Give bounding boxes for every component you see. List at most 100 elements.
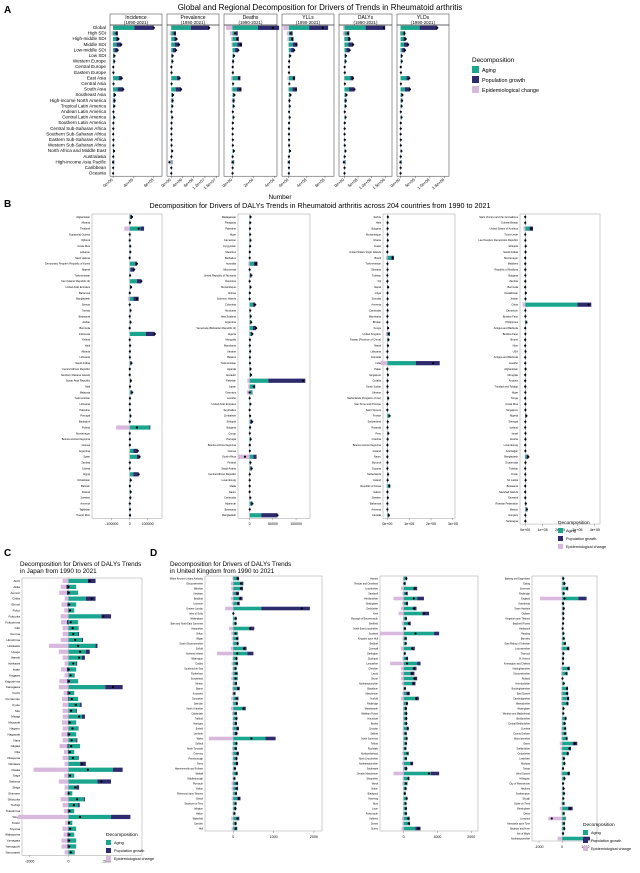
panel-a-total-dot [400,111,402,113]
panel-b-col1-bar-aging [130,425,150,429]
panel-b-col1-row-label: Saint Helena [75,256,90,260]
panel-d-col2-row-label: Darlington [367,652,379,655]
panel-a-region-label: Eastern Sub-Saharan Africa [49,137,106,142]
panel-d-col2-total-dot [411,672,413,674]
panel-d-col1-bar-epidemiological [217,652,233,656]
panel-c-row-label: Hokkaido [7,644,20,648]
panel-d-col3-bar-aging [562,697,567,701]
panel-d-col1-total-dot [235,672,237,674]
panel-d-col1-bar-epidemiological [232,682,233,686]
panel-b-col3-tick-label: 0e+00 [382,522,392,526]
panel-d-col2-total-dot [405,707,407,709]
panel-c-row-label: Saga [13,774,20,778]
panel-a-total-dot [114,94,116,96]
panel-d-col3-total-dot [565,672,567,674]
panel-d-col2-bar-aging [404,702,406,706]
panel-d-col1-tick-label: 2000 [310,835,318,839]
panel-d-col3-total-dot [564,732,566,734]
panel-d-col3-row-label: England [521,597,530,600]
panel-a-region-label: Southeast Asia [75,92,106,97]
panel-d-col3-total-dot [563,592,565,594]
panel-a-facet-period: (1990-2021) [124,20,148,25]
panel-b-col1-row-label: Bahrain [81,484,90,488]
panel-b-col3-row-label: Haiti [376,221,382,225]
panel-d-col1-total-dot [235,827,237,829]
panel-a-total-dot [345,94,347,96]
panel-c-bar-epidemiological [63,656,69,660]
panel-b-col3-row-label: Mauritania [369,314,382,318]
panel-a-bar-aging [401,76,407,80]
panel-b-col2-row-label: United Arab Emirates [211,402,236,406]
panel-a-total-dot [344,72,346,74]
panel-d-col1-bar-epidemiological [232,762,233,766]
panel-d: Milton Keynes Unitary AuthorityGlouceste… [170,576,631,851]
panel-c-bar-population [96,644,98,648]
panel-b-col2-row-label: Congo [228,431,236,435]
panel-c-bar-epidemiological [59,679,67,683]
panel-a-bar-aging [113,87,118,91]
panel-d-col1-total-dot [236,752,238,754]
panel-b-col4-row-label: Philippines [505,320,518,324]
panel-a-tick-label: 4e+05 [122,177,134,189]
panel-b-col4-total-dot [525,292,527,294]
panel-a-total-dot [120,44,122,46]
panel-d-col3-row-label: Liverpool [520,817,530,820]
panel-d-col2-total-dot [406,662,408,664]
panel-d-col2-row-label: Luton [372,807,379,810]
panel-b-col2-row-label: Central African Republic [208,472,237,476]
panel-c-bar-epidemiological [63,632,69,636]
panel-c-total-dot [70,621,72,623]
panel-d-col1-row-label: North Yorkshire [187,707,204,710]
panel-b-col2-row-label: Pakistan [226,379,237,383]
panel-d-col2-bar-epidemiological [401,697,404,701]
panel-c-total-dot [87,769,89,771]
panel-b-col3-row-label: Libya [375,291,382,295]
panel-d-col1-total-dot [235,747,237,749]
panel-b-col4-row-label: Guinea-Bissau [501,221,519,225]
panel-b-col2-row-label: Venezuela (Bolivarian Republic of) [196,326,236,330]
panel-a-bar-aging [344,87,349,91]
panel-b-col1-row-label: Costa Rica [77,244,90,248]
panel-d-col2-total-dot [404,747,406,749]
panel-b-col4-total-dot [524,356,526,358]
panel-d-col1-total-dot [233,812,235,814]
panel-a-total-dot [288,133,290,135]
panel-d-col1-bar-epidemiological [232,637,234,641]
panel-b-col2-total-dot [249,251,251,253]
panel-d-col1-row-label: Merton [196,682,204,685]
panel-b-legend-swatch-aging [558,528,563,533]
panel-c-bar-population [67,620,69,624]
panel-b-col4-row-label: Antigua and Barbuda [494,355,519,359]
panel-d-col1-row-label: Brent [197,762,203,765]
panel-b-col4-row-label: Costa Rica [505,402,518,406]
panel-b-col4-row-label: Iceland [510,425,519,429]
panel-a-total-dot [345,100,347,102]
panel-a-total-dot [291,38,293,40]
panel-b-col2-bar-aging [250,326,253,330]
panel-b-col4-row-label: Maldives [508,262,519,266]
panel-b-col4-row-label: Lao People's Democratic Republic [478,238,518,242]
panel-b-col3-total-dot [387,216,389,218]
panel-letter-d: D [150,548,157,559]
panel-d-col2-total-dot [406,602,408,604]
panel-d-col1-bar-aging [233,597,239,601]
panel-d-col1-row-label: Bristol [196,797,203,800]
panel-d-col3-row-label: Northamptonshire [511,837,531,840]
panel-b-col3-total-dot [432,362,434,364]
panel-b-col3-row-label: India [375,361,381,365]
panel-b-col2-total-dot [251,421,253,423]
panel-a-total-dot [168,161,170,163]
panel-b-col4-total-dot [525,415,527,417]
panel-d-col3-row-label: Gloucestershire [513,672,530,675]
panel-d-col1-bar-epidemiological [232,802,233,806]
panel-b-col1-total-dot [129,415,131,417]
panel-b-col1-total-dot [129,368,131,370]
panel-b-col1-row-label: Poland [82,425,91,429]
panel-b-col1-row-label: Malaysia [80,390,91,394]
panel-c-total-dot [74,786,76,788]
panel-d-col3-row-label: Thurrock [521,652,531,655]
panel-a-total-dot [233,100,235,102]
panel-a-tick-label: 8e+05 [314,177,326,189]
